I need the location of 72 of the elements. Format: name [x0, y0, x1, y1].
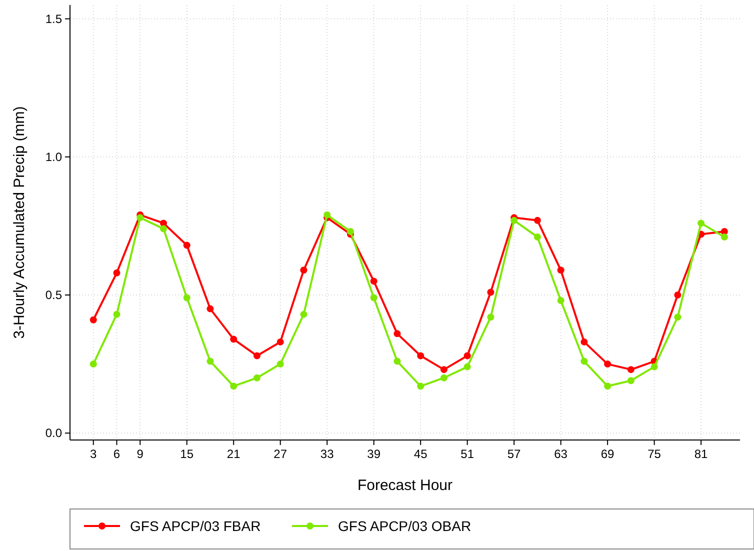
point — [113, 310, 120, 318]
point — [90, 316, 97, 324]
point — [160, 220, 167, 227]
x-tick-label: 6 — [113, 447, 120, 461]
point — [557, 297, 564, 304]
point — [136, 214, 144, 222]
point — [720, 234, 728, 240]
y-tick-label: 1.5 — [45, 12, 62, 26]
point — [206, 305, 214, 312]
point — [183, 242, 190, 249]
x-tick-label: 45 — [414, 447, 428, 461]
point — [650, 363, 658, 370]
point — [253, 374, 260, 382]
point — [230, 336, 238, 343]
point — [487, 314, 494, 321]
point — [604, 360, 612, 368]
x-tick-label: 15 — [180, 447, 194, 461]
point — [604, 382, 612, 390]
point — [276, 338, 284, 346]
point — [627, 366, 634, 374]
point — [464, 363, 471, 370]
point — [510, 216, 518, 224]
point — [300, 310, 308, 318]
point — [534, 234, 541, 240]
point — [346, 228, 354, 235]
point — [674, 314, 682, 321]
point — [324, 211, 331, 218]
point — [90, 360, 97, 368]
x-tick-label: 63 — [554, 447, 568, 461]
point — [674, 292, 682, 298]
point — [440, 366, 448, 374]
y-tick-label: 0.0 — [45, 426, 62, 440]
x-tick-label: 69 — [600, 447, 615, 461]
point — [160, 225, 167, 232]
point — [534, 216, 541, 224]
point — [557, 266, 564, 274]
x-tick-label: 3 — [90, 447, 98, 461]
x-tick-label: 81 — [694, 447, 708, 461]
point — [394, 330, 401, 338]
x-tick-label: 21 — [226, 447, 241, 461]
legend-label: GFS APCP/03 FBAR — [130, 518, 261, 534]
point — [698, 220, 705, 227]
x-tick-label: 39 — [367, 447, 381, 461]
point — [580, 338, 588, 346]
point — [627, 377, 634, 384]
point — [183, 294, 190, 302]
x-tick-label: 75 — [648, 447, 662, 461]
x-tick-label: 33 — [320, 447, 334, 461]
y-tick-label: 0.5 — [45, 288, 62, 302]
point — [253, 352, 260, 360]
y-axis-title: 3-Hourly Accumulated Precip (mm) — [11, 106, 28, 339]
point — [206, 358, 214, 365]
point — [417, 382, 424, 390]
point — [417, 352, 424, 360]
point — [113, 269, 120, 276]
x-axis-title: Forecast Hour — [357, 477, 453, 494]
legend-label: GFS APCP/03 OBAR — [338, 518, 472, 534]
x-tick-label: 51 — [460, 447, 474, 461]
y-tick-label: 1.0 — [45, 150, 62, 164]
x-tick-label: 27 — [274, 447, 288, 461]
point — [580, 358, 588, 365]
point — [487, 288, 494, 296]
point — [276, 360, 284, 368]
point — [370, 294, 378, 302]
x-tick-label: 9 — [136, 447, 144, 461]
x-tick-label: 57 — [507, 447, 522, 461]
point — [300, 266, 308, 274]
point — [394, 358, 401, 365]
point — [370, 278, 378, 285]
point — [464, 352, 471, 360]
point — [440, 374, 448, 382]
point — [230, 382, 238, 390]
